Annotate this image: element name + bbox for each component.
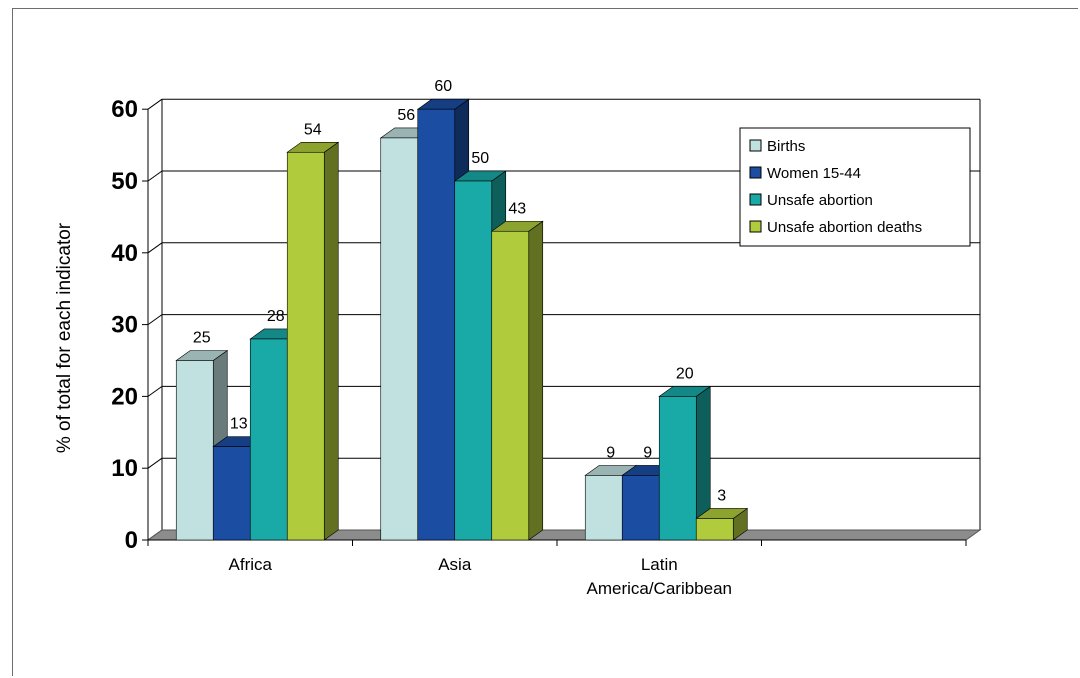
bar	[584, 475, 623, 541]
y-tick-label: 0	[125, 527, 138, 554]
legend-label: Births	[767, 138, 805, 155]
legend-box	[739, 127, 971, 247]
legend: Births Women 15-44 Unsafe abortion Unsafe a…	[739, 127, 971, 247]
bar	[175, 360, 214, 541]
x-axis: Africa Asia Latin America/Caribbean	[147, 539, 967, 598]
bar	[491, 230, 530, 541]
gridline-side	[147, 98, 163, 110]
data-label: 3	[717, 487, 726, 504]
legend-swatch	[749, 220, 762, 233]
gridline-side	[147, 385, 163, 397]
data-label: 25	[193, 330, 211, 347]
category-label: Latin	[641, 555, 678, 574]
legend-label: Unsafe abortion	[767, 192, 873, 209]
data-label: 54	[304, 121, 322, 138]
legend-swatch	[749, 193, 762, 206]
y-tick-label: 60	[111, 96, 138, 123]
legend-swatch	[749, 166, 762, 179]
data-label: 60	[434, 78, 452, 95]
y-axis-title: % of total for each indicator	[54, 222, 75, 453]
gridline-side	[147, 170, 163, 182]
bar	[249, 338, 288, 541]
y-axis: 0 10 20 30 40 50 60	[111, 96, 149, 554]
data-label: 9	[643, 444, 652, 461]
bar	[380, 137, 419, 541]
bar	[454, 180, 493, 541]
data-label: 13	[230, 416, 248, 433]
category-label: Asia	[438, 555, 472, 574]
data-label: 43	[508, 200, 526, 217]
y-tick-label: 40	[111, 240, 138, 267]
bar	[417, 108, 456, 541]
legend-label: Unsafe abortion deaths	[767, 219, 922, 236]
category-label: Africa	[229, 555, 273, 574]
gridline-side	[147, 457, 163, 469]
chart-frame	[12, 8, 1078, 676]
y-tick-label: 50	[111, 168, 138, 195]
legend-swatch	[749, 139, 762, 152]
bars	[175, 98, 749, 541]
gridline-side	[147, 242, 163, 254]
bar-side	[323, 141, 339, 541]
data-label: 20	[676, 365, 694, 382]
gridline-side	[147, 314, 163, 326]
data-label: 50	[471, 150, 489, 167]
data-label: 56	[397, 107, 415, 124]
y-tick-label: 10	[111, 455, 138, 482]
y-tick-label: 20	[111, 383, 138, 410]
y-tick-label: 30	[111, 312, 138, 339]
bar	[695, 518, 734, 541]
bar-side	[528, 220, 544, 541]
data-label: 28	[267, 308, 285, 325]
data-labels: 25 13 28 54 56 60 50 43 9 9 20 3	[193, 78, 726, 504]
legend-label: Women 15-44	[767, 165, 861, 182]
bar	[658, 396, 697, 541]
bar	[212, 446, 251, 541]
bar	[621, 475, 660, 541]
bar	[286, 151, 325, 541]
data-label: 9	[606, 444, 615, 461]
category-label: America/Caribbean	[586, 579, 732, 598]
